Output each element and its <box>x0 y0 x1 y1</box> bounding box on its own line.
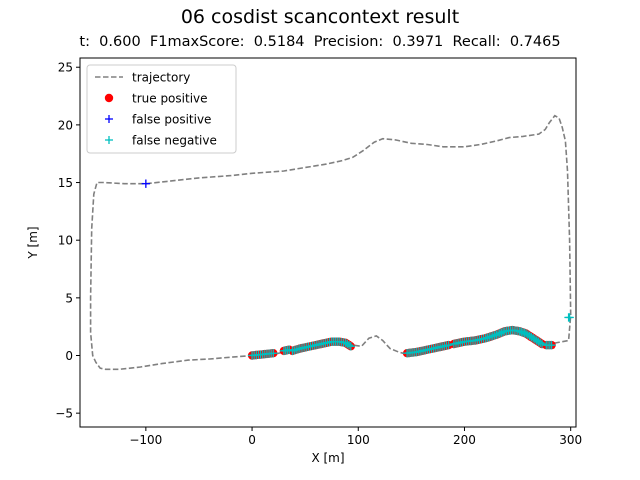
x-tick-label: 200 <box>453 433 476 447</box>
x-tick-label: 100 <box>347 433 370 447</box>
y-tick-label: 15 <box>58 176 73 190</box>
chart-title: 06 cosdist scancontext result <box>180 6 460 28</box>
false-negative-point <box>346 342 356 351</box>
false-negative-point <box>547 340 556 350</box>
false-negative-point <box>444 340 453 350</box>
legend-box <box>86 64 237 154</box>
x-tick-label: 0 <box>248 433 256 447</box>
legend-swatch-true-positive <box>104 93 114 103</box>
legend-swatch-false-positive <box>105 115 113 123</box>
false-negative-point <box>565 313 574 322</box>
false-negative-point <box>536 338 545 348</box>
y-tick-label: 5 <box>65 291 73 305</box>
legend-label-trajectory: trajectory <box>132 71 190 85</box>
legend-label-true-positive: true positive <box>132 92 208 106</box>
y-axis-label: Y [m] <box>26 226 40 259</box>
false-negative-point <box>344 340 354 350</box>
y-tick-label: 0 <box>65 349 73 363</box>
x-tick-label: −100 <box>129 433 162 447</box>
y-tick-label: 10 <box>58 234 73 248</box>
legend-label-false-negative: false negative <box>132 134 217 148</box>
legend-label-false-positive: false positive <box>132 113 211 127</box>
y-tick-label: 25 <box>58 61 73 75</box>
trajectory-line <box>89 114 572 371</box>
plot-area <box>89 114 574 371</box>
axis-ticks: −100 0 100 200 300 −5 0 5 10 15 20 25 <box>55 61 582 447</box>
false-negative-point <box>537 339 547 349</box>
x-tick-label: 300 <box>559 433 582 447</box>
legend-swatch-false-negative <box>105 136 113 144</box>
false-negative-point <box>498 327 508 337</box>
x-axis-label: X [m] <box>311 451 344 465</box>
y-tick-label: 20 <box>58 118 73 132</box>
false-positive-point <box>141 179 151 188</box>
axes-frame <box>79 57 577 428</box>
y-tick-label: −5 <box>55 407 73 421</box>
legend: trajectory true positive false positive fal… <box>86 64 237 154</box>
false-negative-point <box>269 349 278 358</box>
chart-subtitle: t: 0.600 F1maxScore: 0.5184 Precision: 0… <box>79 34 561 50</box>
